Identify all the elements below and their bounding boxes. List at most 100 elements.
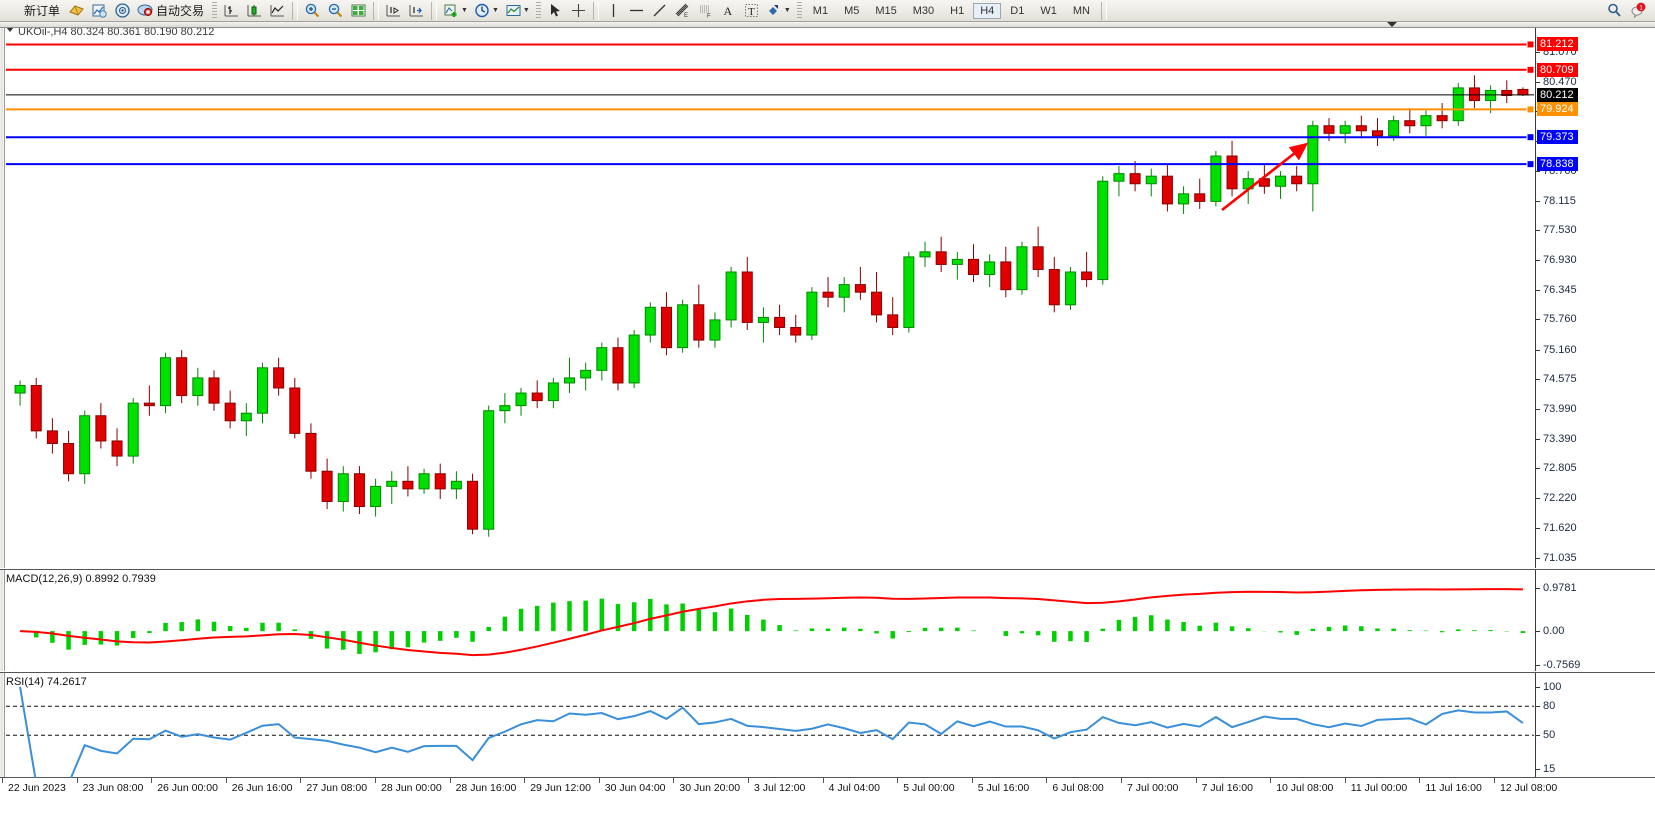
market-watch-button[interactable] (88, 1, 111, 21)
candle-body (531, 392, 543, 402)
candle-body (208, 377, 220, 404)
price-level-label[interactable]: 79.373 (1537, 130, 1578, 145)
price-level-lines[interactable] (0, 22, 1655, 568)
price-level-label[interactable]: 79.924 (1537, 102, 1578, 117)
auto-scroll-icon (409, 5, 424, 17)
zoom-out-button[interactable] (324, 1, 347, 21)
time-tick: 4 Jul 04:00 (828, 782, 880, 794)
candle-body (935, 251, 947, 265)
chevron-down-icon[interactable] (1387, 22, 1397, 27)
toolbar-separator (592, 1, 599, 20)
trendline-button[interactable] (648, 1, 671, 21)
price-scale[interactable]: 81.07080.47079.88879.30078.70078.11577.5… (1535, 22, 1655, 568)
chevron-down-icon[interactable]: ▼ (461, 7, 468, 14)
price-tick: 72.220 (1536, 492, 1577, 504)
chart-collapse-icon[interactable] (6, 27, 14, 32)
chart-area[interactable]: UKOil-,H4 80.324 80.361 80.190 80.212 81… (0, 22, 1655, 825)
timeframe-button-M15[interactable]: M15 (875, 4, 897, 17)
fibonacci-button[interactable]: F (694, 1, 717, 21)
indicators-button[interactable]: ▼ (440, 1, 471, 21)
cursor-button[interactable] (544, 1, 567, 21)
chevron-down-icon[interactable]: ▼ (522, 7, 530, 14)
toolbar-grip[interactable] (535, 1, 541, 20)
zoom-in-button[interactable] (301, 1, 324, 21)
candle-body (1081, 271, 1093, 281)
chart-horizontal-scrollbar[interactable] (0, 22, 1655, 28)
horizontal-line-button[interactable] (625, 1, 648, 21)
macd-tick: 0.00 (1536, 625, 1564, 637)
text-box-button[interactable]: T (740, 1, 763, 21)
timeframe-button-M1[interactable]: M1 (812, 4, 829, 17)
candle-body (353, 473, 365, 508)
time-tick-mark (1046, 778, 1048, 783)
time-tick: 29 Jun 12:00 (530, 782, 591, 794)
candle-body (273, 367, 285, 389)
bar-chart-button[interactable] (220, 1, 243, 21)
timeframe-button-D1[interactable]: D1 (1010, 4, 1025, 17)
crosshair-icon (571, 4, 585, 17)
shapes-icon (768, 5, 778, 15)
candlestick-chart-button[interactable] (243, 1, 266, 21)
tile-windows-button[interactable] (347, 1, 370, 21)
time-tick: 30 Jun 20:00 (679, 782, 741, 794)
time-tick: 5 Jul 16:00 (977, 782, 1030, 794)
templates-button[interactable]: ▼ (502, 1, 533, 21)
macd-pane[interactable]: MACD(12,26,9) 0.8992 0.7939 0.9781 0.00 -0… (0, 569, 1655, 671)
timeframe-button-M5[interactable]: M5 (844, 4, 860, 17)
price-tick: 74.575 (1536, 373, 1577, 385)
chart-shift-button[interactable] (382, 1, 405, 21)
price-tick: 77.530 (1536, 224, 1577, 236)
periods-button[interactable]: ▼ (471, 1, 502, 21)
price-level-label[interactable]: 80.212 (1537, 87, 1578, 102)
vertical-line-button[interactable] (602, 1, 625, 21)
new-order-button[interactable]: 新订单 (2, 1, 65, 21)
price-level-label[interactable]: 81.212 (1537, 37, 1578, 52)
timeframe-button-W1[interactable]: W1 (1040, 4, 1057, 17)
alerts-button[interactable]: 1 (1626, 1, 1649, 21)
autotrading-button[interactable]: 自动交易 (134, 1, 209, 21)
rsi-pane[interactable]: RSI(14) 74.2617 100 80 50 15 (0, 672, 1655, 778)
rsi-tick: 15 (1536, 763, 1555, 775)
time-tick-mark (1195, 778, 1197, 783)
time-tick-mark (897, 778, 899, 783)
timeframe-button-H1[interactable]: H1 (950, 4, 965, 17)
time-tick: 5 Jul 00:00 (903, 782, 955, 794)
candle-body (467, 480, 479, 530)
tile-windows-icon (351, 4, 366, 17)
toolbar-grip[interactable] (796, 1, 802, 20)
candle-body (1436, 115, 1448, 122)
shapes-button[interactable]: ▼ (763, 1, 794, 21)
price-tick: 72.805 (1536, 462, 1577, 474)
time-tick: 27 Jun 08:00 (306, 782, 368, 794)
expert-advisors-button[interactable] (65, 1, 88, 21)
search-button[interactable] (1603, 1, 1626, 21)
timeframe-button-H4[interactable]: H4 (973, 2, 1002, 19)
timeframe-button-M30[interactable]: M30 (912, 4, 935, 17)
toolbar-grip[interactable] (212, 1, 218, 20)
chevron-down-icon[interactable]: ▼ (491, 7, 499, 14)
price-tick: 80.470 (1536, 76, 1577, 88)
text-label-button[interactable]: A (717, 1, 740, 21)
price-level-label[interactable]: 80.709 (1537, 62, 1578, 77)
candle-body (1468, 87, 1480, 102)
price-level-label[interactable]: 78.838 (1537, 157, 1578, 172)
time-axis[interactable]: 22 Jun 2023 23 Jun 08:00 26 Jun 00:00 26 Ju… (0, 777, 1655, 825)
equidistant-channel-button[interactable]: E (671, 1, 694, 21)
horizontal-line-icon (629, 9, 643, 12)
line-chart-button[interactable] (266, 1, 289, 21)
chevron-down-icon[interactable]: ▼ (783, 7, 791, 14)
price-pane[interactable]: UKOil-,H4 80.324 80.361 80.190 80.212 81… (0, 22, 1655, 568)
candle-body (967, 258, 980, 276)
timeframe-button-MN[interactable]: MN (1072, 4, 1090, 17)
candle-body (822, 291, 834, 298)
time-tick: 7 Jul 00:00 (1127, 782, 1179, 794)
navigator-icon (115, 3, 130, 18)
crosshair-button[interactable] (567, 1, 590, 21)
navigator-button[interactable] (111, 1, 134, 21)
time-tick: 11 Jul 00:00 (1350, 782, 1408, 794)
auto-scroll-button[interactable] (405, 1, 428, 21)
time-tick: 22 Jun 2023 (8, 782, 66, 794)
candle-body (1420, 115, 1432, 127)
candle-body (176, 357, 188, 397)
time-tick-mark (822, 778, 824, 783)
